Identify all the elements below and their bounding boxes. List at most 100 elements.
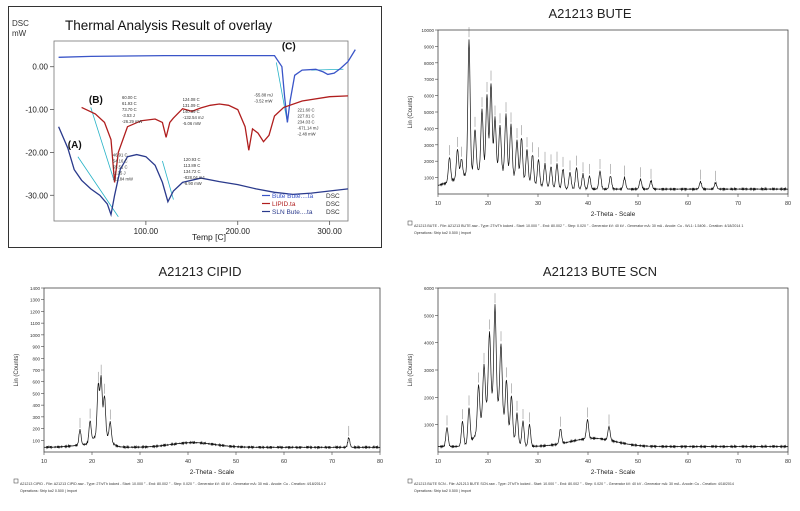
xrd-bute-panel: 10 20 30 40 50 60 70 80 1000 2000 3000 4000 5000 6000… — [402, 22, 798, 248]
xrd-x-tick-label: 30 — [535, 201, 541, 207]
dsc-annotation-text: 61.93 C — [122, 101, 137, 106]
xrd-bute-chart: 10 20 30 40 50 60 70 80 1000 2000 3000 4000 5000 6000… — [407, 27, 791, 235]
dsc-annotation-text: 140.39 C — [183, 109, 200, 114]
dsc-annotation-text: 60.00 C — [122, 95, 137, 100]
xrd-x-tick-label: 10 — [435, 201, 441, 207]
xrd-y-tick-label: 6000 — [424, 94, 435, 99]
dsc-annotation-text: 73.70 C — [122, 107, 137, 112]
xrd-x-axis-label: 2-Theta - Scale — [591, 211, 636, 218]
dsc-annotation-text: 46.91 C — [113, 153, 128, 158]
xrd-y-tick-label: 400 — [32, 403, 40, 408]
xrd-y-tick-label: 1100 — [30, 321, 40, 326]
dsc-peak-label: (C) — [282, 42, 296, 53]
dsc-legend-label: Bute Bute....ta — [272, 193, 314, 200]
dsc-series-line-0 — [58, 49, 356, 123]
dsc-tangent-line — [77, 156, 119, 217]
dsc-annotation-text: 131.09 C — [183, 103, 200, 108]
xrd-y-tick-label: 1000 — [30, 333, 41, 338]
dsc-panel: Thermal Analysis Result of overlay DSC m… — [8, 6, 382, 248]
dsc-y-tick-label: -20.00 — [25, 148, 48, 157]
xrd-y-tick-label: 3000 — [424, 143, 435, 148]
xrd-x-tick-label: 10 — [41, 459, 47, 465]
xrd-cipid-chart: 10 20 30 40 50 60 70 80 100 200 300 400 500 600 700 800… — [13, 286, 383, 493]
xrd-x-tick-label: 20 — [485, 459, 491, 465]
dsc-annotation-text: -1.35 J — [113, 171, 126, 176]
xrd-footer-marker — [407, 478, 413, 484]
xrd-y-axis-label: Lin (Counts) — [14, 354, 20, 387]
dsc-annotation-text: -6.90 mW — [184, 181, 202, 186]
xrd-bute-scn-title: A21213 BUTE SCN — [542, 264, 658, 279]
xrd-x-tick-label: 40 — [585, 459, 591, 465]
xrd-y-tick-label: 2000 — [424, 159, 435, 164]
xrd-plot-frame — [43, 287, 381, 453]
dsc-annotation-text: -3.52 mW — [254, 99, 272, 104]
xrd-diffractogram-line — [43, 375, 381, 450]
xrd-x-tick-label: 60 — [685, 459, 691, 465]
xrd-y-tick-label: 1000 — [424, 423, 435, 428]
dsc-annotation-text: -55.88 mJ — [254, 93, 273, 98]
xrd-y-tick-label: 5000 — [424, 110, 435, 115]
xrd-footer-text: Operations: Strip kα2 0.500 | Import — [414, 489, 471, 493]
xrd-diffractogram-line — [437, 304, 789, 449]
xrd-footer-marker — [13, 478, 19, 484]
dsc-annotation-text: 134.72 C — [184, 169, 201, 174]
xrd-x-tick-label: 20 — [485, 201, 491, 207]
xrd-bute-scn-panel: 10 20 30 40 50 60 70 80 1000 2000 3000 4000 5000 6000… — [402, 280, 798, 506]
dsc-legend-suffix: DSC — [326, 201, 340, 208]
dsc-series-line-1 — [81, 95, 349, 183]
xrd-x-tick-label: 70 — [735, 459, 741, 465]
xrd-y-tick-label: 900 — [32, 345, 40, 350]
dsc-x-tick-label: 300.00 — [317, 227, 342, 236]
xrd-footer-marker — [407, 220, 413, 226]
xrd-y-tick-label: 800 — [32, 356, 40, 361]
xrd-x-axis-label: 2-Theta - Scale — [591, 469, 636, 476]
xrd-y-tick-label: 2000 — [424, 395, 435, 400]
dsc-chart: Thermal Analysis Result of overlay DSC m… — [8, 6, 382, 248]
dsc-y-tick-label: 0.00 — [32, 63, 48, 72]
dsc-x-tick-label: 200.00 — [226, 227, 251, 236]
dsc-y-tick-label: -30.00 — [25, 191, 48, 200]
xrd-footer-text: Operations: Strip kα2 0.500 | Import — [20, 489, 77, 493]
xrd-y-axis-label: Lin (Counts) — [408, 96, 414, 129]
xrd-y-axis-label: Lin (Counts) — [408, 354, 414, 387]
dsc-annotation-text: 221.60 C — [297, 108, 314, 113]
xrd-y-tick-label: 4000 — [424, 126, 435, 131]
dsc-legend-suffix: DSC — [326, 209, 340, 216]
xrd-footer-text: Operations: Strip kα2 0.500 | Import — [414, 231, 471, 235]
dsc-legend-label: LIPID.ta — [272, 201, 296, 208]
xrd-y-tick-label: 1300 — [30, 298, 41, 303]
dsc-annotation-text: 113.89 C — [184, 163, 201, 168]
dsc-x-tick-label: 100.00 — [134, 227, 159, 236]
xrd-x-tick-label: 30 — [535, 459, 541, 465]
xrd-y-tick-label: 10000 — [421, 28, 434, 33]
dsc-title: Thermal Analysis Result of overlay — [65, 18, 272, 33]
dsc-peak-label: (A) — [68, 140, 82, 151]
xrd-x-tick-label: 60 — [685, 201, 691, 207]
dsc-xlabel: Temp [C] — [192, 232, 226, 242]
dsc-annotation-text: -2.48 mW — [297, 132, 315, 137]
xrd-x-tick-label: 40 — [185, 459, 191, 465]
xrd-y-tick-label: 7000 — [424, 77, 435, 82]
xrd-y-tick-label: 9000 — [424, 44, 435, 49]
xrd-x-tick-label: 50 — [635, 459, 641, 465]
dsc-annotation-text: 54.16 C — [113, 159, 128, 164]
xrd-y-tick-label: 600 — [32, 380, 40, 385]
xrd-footer-text: A21213 CIPID - File: A21213 CIPID.raw - … — [20, 482, 326, 486]
xrd-y-tick-label: 1200 — [30, 309, 41, 314]
xrd-y-tick-label: 700 — [32, 368, 40, 373]
dsc-annotation-text: -5.06 mW — [183, 121, 201, 126]
xrd-x-tick-label: 70 — [329, 459, 335, 465]
xrd-y-tick-label: 4000 — [424, 341, 435, 346]
dsc-annotation-text: -132.54 mJ — [183, 115, 204, 120]
dsc-annotation-text: -11.84 mW — [113, 177, 133, 182]
dsc-annotation-text: -671.14 mJ — [297, 126, 318, 131]
dsc-ylabel: DSC — [12, 19, 29, 28]
xrd-plot-frame — [437, 287, 789, 453]
dsc-tangent-line — [90, 107, 116, 183]
xrd-x-tick-label: 70 — [735, 201, 741, 207]
dsc-annotation-text: 227.81 C — [297, 114, 314, 119]
xrd-x-tick-label: 20 — [89, 459, 95, 465]
xrd-y-tick-label: 200 — [32, 427, 40, 432]
xrd-plot-frame — [437, 29, 789, 195]
xrd-x-tick-label: 80 — [785, 201, 791, 207]
